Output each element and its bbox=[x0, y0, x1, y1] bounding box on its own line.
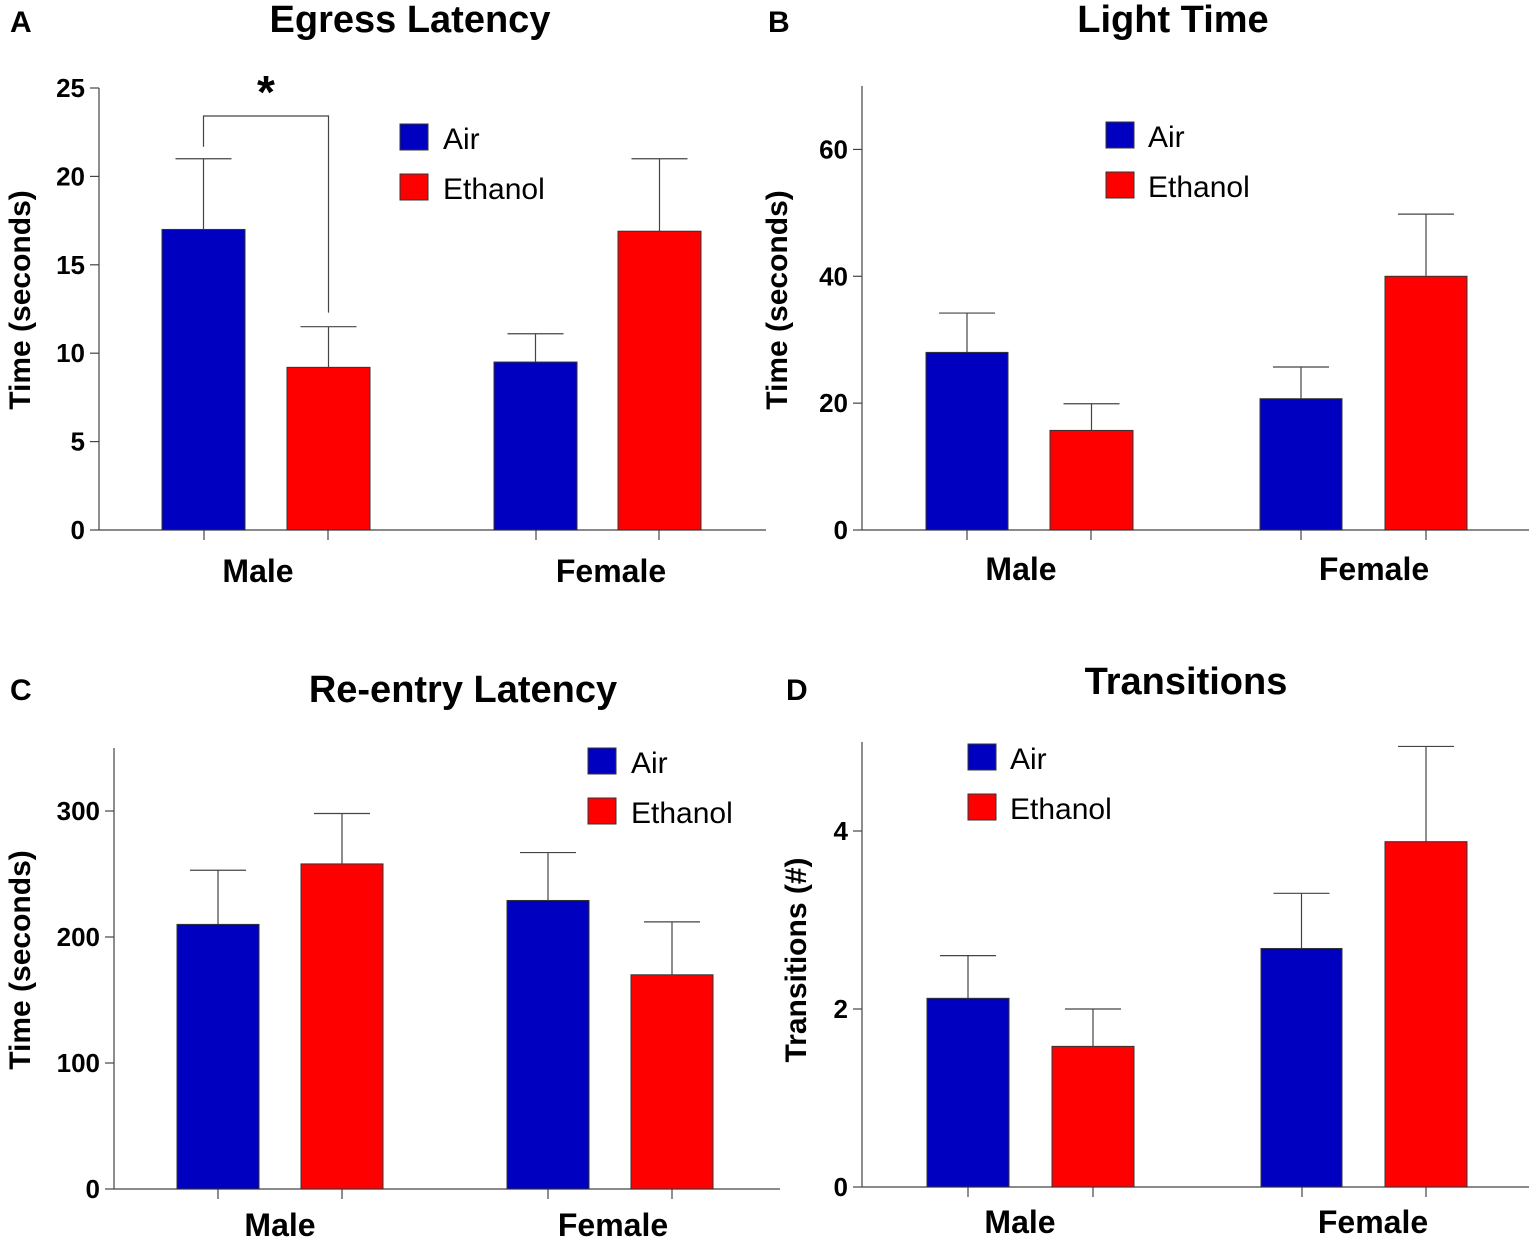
bar-male-air bbox=[925, 351, 1009, 531]
legend-label-air: Air bbox=[1148, 121, 1185, 154]
bar-female-ethanol bbox=[617, 230, 702, 531]
y-tick-label: 2 bbox=[834, 994, 848, 1024]
legend-label-ethanol: Ethanol bbox=[631, 797, 733, 830]
y-tick-label: 25 bbox=[56, 73, 85, 103]
bar-male-air bbox=[161, 228, 246, 531]
bar-female-air bbox=[1260, 947, 1343, 1188]
panel-a: A Egress Latency 0 5 10 15 20 25 Male Female Time … bbox=[4, 0, 766, 589]
panel-d: D Transitions 0 2 4 Male Female Transitions (#)… bbox=[780, 661, 1529, 1240]
bar-male-ethanol bbox=[286, 366, 371, 531]
legend-swatch-ethanol bbox=[1105, 171, 1135, 199]
panel-letter: B bbox=[768, 6, 790, 39]
legend-swatch-air bbox=[587, 747, 617, 775]
x-category-label: Female bbox=[558, 1207, 668, 1241]
y-tick-label: 0 bbox=[71, 515, 85, 545]
y-tick-label: 60 bbox=[819, 134, 848, 164]
legend-swatch-air bbox=[967, 743, 997, 771]
chart-title: Egress Latency bbox=[270, 0, 551, 41]
panel-c: C Re-entry Latency 0 100 200 300 Male Female Tim… bbox=[4, 669, 780, 1241]
legend-swatch-air bbox=[399, 123, 429, 151]
y-tick-label: 200 bbox=[57, 922, 100, 952]
significance-bracket bbox=[202, 115, 330, 313]
y-tick-label: 20 bbox=[819, 388, 848, 418]
legend-swatch-ethanol bbox=[967, 793, 997, 821]
bar-female-air bbox=[506, 899, 590, 1190]
legend-swatch-ethanol bbox=[587, 797, 617, 825]
legend-label-air: Air bbox=[1010, 743, 1047, 776]
legend-label-ethanol: Ethanol bbox=[443, 173, 545, 206]
x-category-label: Female bbox=[556, 553, 666, 589]
x-category-label: Female bbox=[1319, 551, 1429, 587]
x-category-label: Male bbox=[985, 551, 1056, 587]
y-axis-label: Time (seconds) bbox=[4, 190, 37, 410]
y-tick-label: 0 bbox=[834, 1172, 848, 1202]
bar-male-air bbox=[176, 923, 260, 1190]
legend-label-air: Air bbox=[631, 747, 668, 780]
y-tick-label: 5 bbox=[71, 427, 85, 457]
chart-title: Transitions bbox=[1085, 661, 1288, 703]
panel-letter: D bbox=[786, 674, 808, 707]
bar-male-air bbox=[926, 997, 1010, 1188]
y-axis-label: Time (seconds) bbox=[761, 190, 794, 410]
x-category-label: Female bbox=[1318, 1204, 1428, 1240]
chart-title: Re-entry Latency bbox=[309, 669, 617, 711]
x-category-label: Male bbox=[222, 553, 293, 589]
bar-female-ethanol bbox=[1384, 841, 1468, 1188]
y-tick-label: 10 bbox=[56, 338, 85, 368]
panel-letter: C bbox=[10, 674, 32, 707]
bar-female-ethanol bbox=[1384, 275, 1468, 531]
panel-b: B Light Time 0 20 40 60 Male Female Time (second… bbox=[761, 0, 1529, 587]
y-tick-label: 0 bbox=[834, 515, 848, 545]
y-tick-label: 100 bbox=[57, 1048, 100, 1078]
legend-swatch-air bbox=[1105, 121, 1135, 149]
y-tick-label: 15 bbox=[56, 250, 85, 280]
x-category-label: Male bbox=[244, 1207, 315, 1241]
bar-male-ethanol bbox=[1049, 429, 1134, 531]
legend-label-ethanol: Ethanol bbox=[1010, 793, 1112, 826]
y-tick-label: 0 bbox=[86, 1174, 100, 1204]
y-tick-label: 4 bbox=[834, 816, 849, 846]
bar-female-air bbox=[1259, 398, 1343, 531]
panel-letter: A bbox=[10, 6, 32, 39]
y-tick-label: 300 bbox=[57, 796, 100, 826]
y-tick-label: 40 bbox=[819, 261, 848, 291]
bar-male-ethanol bbox=[300, 863, 384, 1190]
bar-female-ethanol bbox=[630, 974, 714, 1190]
x-category-label: Male bbox=[984, 1204, 1055, 1240]
chart-title: Light Time bbox=[1077, 0, 1268, 41]
significance-marker: * bbox=[257, 66, 275, 118]
bar-female-air bbox=[493, 361, 578, 531]
y-axis-label: Time (seconds) bbox=[4, 850, 37, 1070]
legend-label-air: Air bbox=[443, 123, 480, 156]
legend-swatch-ethanol bbox=[399, 173, 429, 201]
legend-label-ethanol: Ethanol bbox=[1148, 171, 1250, 204]
bar-male-ethanol bbox=[1051, 1045, 1135, 1188]
y-axis-label: Transitions (#) bbox=[780, 857, 813, 1062]
y-tick-label: 20 bbox=[56, 161, 85, 191]
